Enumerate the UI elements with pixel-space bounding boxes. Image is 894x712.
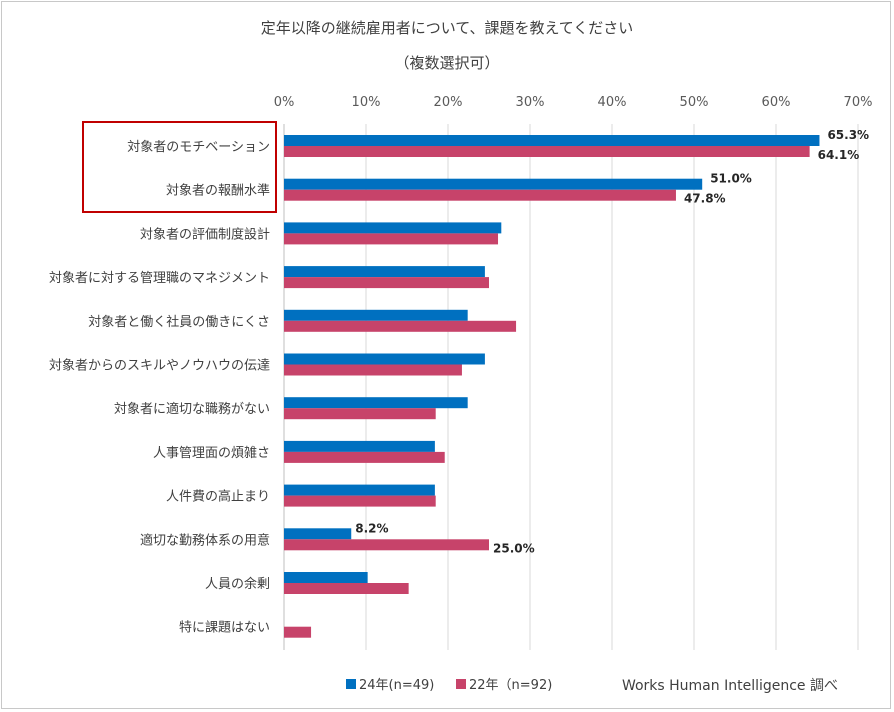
x-tick-label: 50% <box>680 95 709 110</box>
category-label: 人員の余剰 <box>205 576 270 592</box>
data-label: 51.0% <box>710 172 752 186</box>
category-label: 適切な勤務体系の用意 <box>140 532 270 548</box>
bar-24 <box>284 440 435 452</box>
bar-22 <box>284 408 436 420</box>
bar-22 <box>284 146 810 157</box>
data-label: 8.2% <box>355 521 388 535</box>
bar-22 <box>284 583 409 594</box>
bar-24 <box>284 309 468 321</box>
bar-22 <box>284 626 312 638</box>
category-label: 人件費の高止まり <box>166 489 270 505</box>
data-label: 65.3% <box>827 128 869 142</box>
legend-swatch <box>346 679 356 689</box>
category-label: 対象者の評価制度設計 <box>140 226 270 242</box>
source-note: Works Human Intelligence 調べ <box>622 678 838 694</box>
legend-label: 22年（n=92) <box>469 678 552 693</box>
x-tick-label: 30% <box>516 95 545 110</box>
chart-title: 定年以降の継続雇用者について、課題を教えてください <box>261 19 634 37</box>
bar-22 <box>284 539 489 551</box>
bar-22 <box>284 277 489 289</box>
x-tick-label: 60% <box>762 95 791 110</box>
category-label: 対象者のモチベーション <box>127 140 270 155</box>
bar-22 <box>284 233 499 245</box>
legend-label: 24年(n=49) <box>359 678 434 693</box>
category-label: 対象者に対する管理職のマネジメント <box>49 271 270 286</box>
bar-22 <box>284 189 676 201</box>
data-label: 25.0% <box>493 541 535 555</box>
legend-swatch <box>456 679 466 689</box>
bar-24 <box>284 397 468 409</box>
highlight-box <box>82 121 277 213</box>
bar-22 <box>284 364 462 376</box>
bar-24 <box>284 353 485 365</box>
category-label: 対象者からのスキルやノウハウの伝達 <box>49 359 270 374</box>
x-tick-label: 10% <box>352 95 381 110</box>
bar-24 <box>284 266 485 278</box>
category-label: 人事管理面の煩雑さ <box>153 445 270 461</box>
bar-22 <box>284 495 436 507</box>
bar-22 <box>284 451 445 463</box>
x-tick-label: 20% <box>434 95 463 110</box>
bar-24 <box>284 484 435 496</box>
data-label: 64.1% <box>818 148 860 162</box>
data-label: 47.8% <box>684 192 726 206</box>
bar-22 <box>284 320 517 332</box>
x-tick-label: 70% <box>844 95 873 110</box>
category-label: 特に課題はない <box>179 620 270 636</box>
bar-24 <box>284 528 352 540</box>
category-label: 対象者の報酬水準 <box>166 183 270 199</box>
bar-24 <box>284 178 703 190</box>
bar-24 <box>284 572 368 583</box>
chart-subtitle: （複数選択可） <box>394 54 499 72</box>
bar-24 <box>284 135 820 146</box>
bar-24 <box>284 222 502 234</box>
x-tick-label: 40% <box>598 95 627 110</box>
x-tick-label: 0% <box>274 95 295 110</box>
category-label: 対象者と働く社員の働きにくさ <box>88 314 270 330</box>
category-label: 対象者に適切な職務がない <box>114 401 270 417</box>
